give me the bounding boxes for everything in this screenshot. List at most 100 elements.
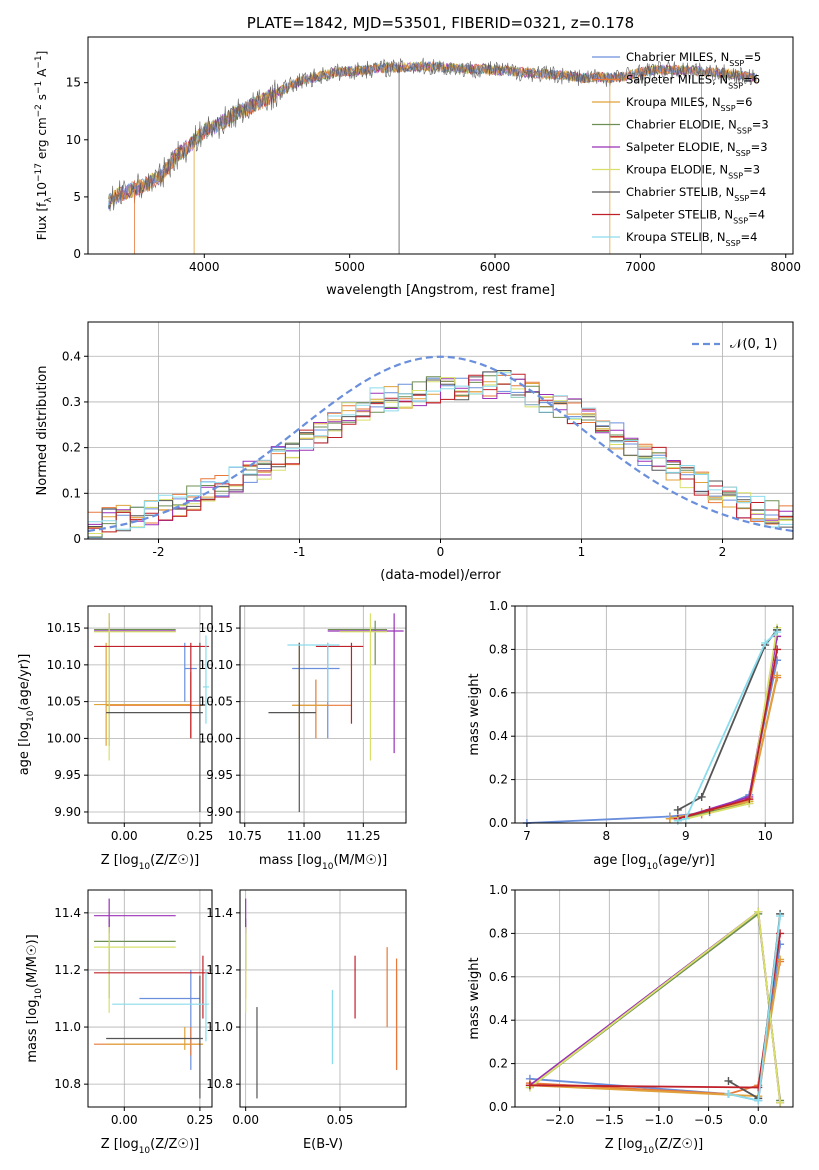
x-tick-label: 0.0 — [749, 1113, 768, 1127]
x-tick-label: 11.25 — [346, 829, 380, 843]
y-tick-label: 1.0 — [489, 883, 508, 897]
x-tick-label: 4000 — [189, 260, 220, 274]
x-tick-label: 10 — [758, 829, 773, 843]
x-tick-label: -2 — [153, 545, 165, 559]
data-point — [754, 1096, 763, 1105]
data-point — [681, 814, 690, 823]
y-tick-label: 0.6 — [489, 970, 508, 984]
spectrum-line — [108, 57, 757, 212]
y-tick-label: 11.4 — [54, 906, 81, 920]
legend-label: 𝒩(0, 1) — [730, 337, 777, 352]
y-tick-label: 0.0 — [489, 1100, 508, 1114]
series-line — [529, 944, 781, 1102]
legend-label: Kroupa ELODIE, NSSP=3 — [626, 163, 760, 181]
x-tick-label: 5000 — [334, 260, 365, 274]
data-point — [773, 645, 782, 654]
y-axis-label: age [log10(age/yr)] — [17, 654, 36, 776]
axes-frame — [239, 889, 407, 1108]
axes-frame — [87, 889, 213, 1108]
y-tick-label: 0 — [73, 532, 81, 546]
data-point — [724, 1076, 733, 1085]
data-point — [773, 628, 782, 637]
y-tick-label: 0.3 — [62, 395, 81, 409]
x-axis-label: mass [log10(M/M☉)] — [259, 853, 387, 872]
y-tick-label: 0.1 — [62, 486, 81, 500]
y-tick-label: 0.6 — [489, 686, 508, 700]
y-tick-label: 10.05 — [47, 695, 81, 709]
series-line — [677, 627, 778, 822]
x-tick-label: −0.5 — [694, 1113, 723, 1127]
data-point — [697, 792, 706, 801]
histogram-step — [88, 372, 793, 530]
x-tick-label: 7 — [523, 829, 531, 843]
x-tick-label: −1.5 — [595, 1113, 624, 1127]
x-axis-label: wavelength [Angstrom, rest frame] — [326, 283, 555, 298]
y-axis-label: Normed distribution — [35, 366, 50, 496]
x-tick-label: 0.00 — [232, 1113, 259, 1127]
y-tick-label: 10.15 — [47, 621, 81, 635]
series-line — [677, 649, 778, 820]
series-line — [677, 631, 778, 822]
chart-title: PLATE=1842, MJD=53501, FIBERID=0321, z=0… — [247, 14, 634, 32]
axes-frame — [514, 605, 794, 824]
mass-vs-ebv-chart: 0.00 0.05 10.8 11.0 11.2 11.4 E(B-V) — [206, 889, 407, 1152]
y-tick-label: 0.8 — [489, 642, 508, 656]
y-tick-label: 9.90 — [54, 805, 81, 819]
y-tick-label: 0.4 — [62, 349, 81, 363]
series-line — [529, 910, 781, 1103]
y-axis-label: Flux [fλ10−17 erg cm−2 s−1 A−1] — [34, 51, 54, 241]
x-tick-label: 0 — [437, 545, 445, 559]
y-tick-label: 11.2 — [54, 963, 81, 977]
y-tick-label: 10.10 — [199, 658, 233, 672]
y-tick-label: 9.90 — [206, 805, 233, 819]
data-point — [705, 805, 714, 814]
y-tick-label: 10.15 — [199, 621, 233, 635]
data-point — [525, 1081, 534, 1090]
age-vs-z-chart: 0.00 0.25 9.90 9.95 10.00 10.05 10.10 10.15 Z [l… — [17, 605, 213, 872]
x-axis-label: (data-model)/error — [380, 568, 501, 583]
legend-label: Salpeter MILES, NSSP=6 — [626, 73, 760, 91]
x-tick-label: 0.00 — [111, 829, 138, 843]
x-tick-label: 0.25 — [187, 1113, 214, 1127]
y-tick-label: 5 — [73, 190, 81, 204]
y-tick-label: 0.8 — [489, 926, 508, 940]
age-vs-mass-chart: 10.75 11.00 11.25 9.90 9.95 10.00 10.05 10.10 10… — [199, 605, 407, 872]
x-axis-label: Z [log10(Z/Z☉)] — [605, 1137, 703, 1156]
normal-curve — [87, 355, 794, 533]
x-tick-label: 11.00 — [287, 829, 321, 843]
y-tick-label: 0.2 — [489, 773, 508, 787]
y-tick-label: 10.00 — [199, 731, 233, 745]
data-point — [665, 814, 674, 823]
mass-vs-z-chart: 0.00 0.25 10.8 11.0 11.2 11.4 Z [log10(Z/Z☉)] m… — [25, 889, 214, 1156]
y-tick-label: 1.0 — [489, 599, 508, 613]
legend-label: Chabrier STELIB, NSSP=4 — [626, 185, 766, 203]
data-point — [673, 805, 682, 814]
axes-frame — [514, 889, 794, 1108]
y-axis-label: mass weight — [467, 957, 482, 1039]
y-tick-label: 11.4 — [206, 906, 233, 920]
x-axis-label: age [log10(age/yr)] — [593, 853, 715, 872]
residuals-chart: -2 -1 0 1 2 0 0.1 0.2 0.3 0.4 𝒩(0, 1) (data-model)/… — [35, 321, 794, 583]
y-tick-label: 9.95 — [206, 768, 233, 782]
data-point — [773, 671, 782, 680]
x-tick-label: 0.05 — [327, 1113, 354, 1127]
weight-vs-age-chart: 7 8 9 10 0.0 0.2 0.4 0.6 0.8 1.0 age [log10(age/yr… — [467, 599, 794, 872]
x-tick-label: −1.0 — [644, 1113, 673, 1127]
x-tick-label: −2.0 — [545, 1113, 574, 1127]
y-axis-label: mass weight — [467, 673, 482, 755]
y-tick-label: 0.2 — [489, 1057, 508, 1071]
legend-label: Chabrier MILES, NSSP=5 — [626, 50, 761, 68]
legend-label: Salpeter ELODIE, NSSP=3 — [626, 140, 768, 158]
x-tick-label: 10.75 — [228, 829, 262, 843]
x-tick-label: 6000 — [480, 260, 511, 274]
y-tick-label: 10.05 — [199, 695, 233, 709]
series-line — [526, 660, 778, 824]
y-tick-label: 0 — [73, 247, 81, 261]
series-line — [529, 933, 781, 1089]
x-tick-label: 7000 — [625, 260, 656, 274]
y-tick-label: 0.4 — [489, 729, 508, 743]
y-tick-label: 10.00 — [47, 731, 81, 745]
x-tick-label: 2 — [719, 545, 727, 559]
y-tick-label: 11.0 — [54, 1020, 81, 1034]
